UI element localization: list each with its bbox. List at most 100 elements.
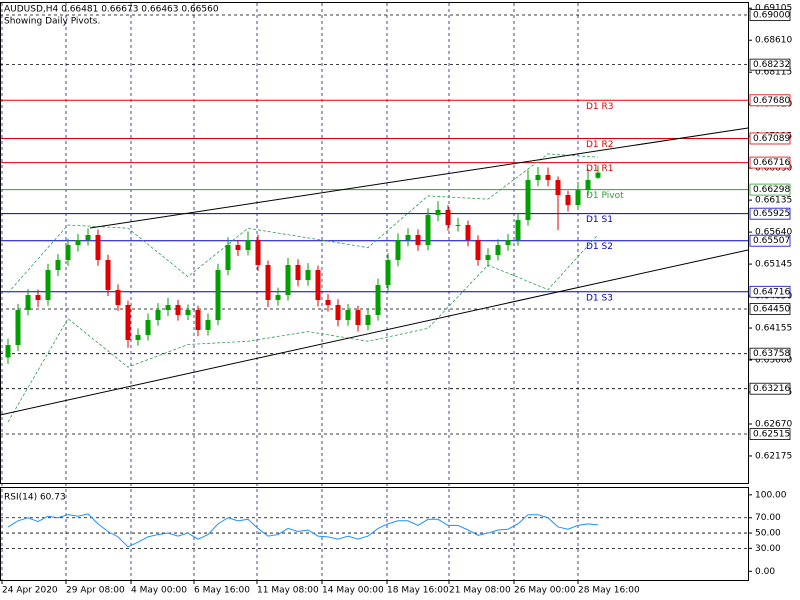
candle-body [205, 320, 211, 330]
price-box [749, 58, 791, 71]
candle-body [105, 260, 111, 290]
rsi-title: RSI(14) 60.73 [4, 493, 66, 503]
candle-body [95, 235, 101, 261]
y-tick-label: 0.68115 [755, 68, 792, 78]
x-tick-label: 11 May 08:00 [257, 586, 319, 596]
candle-body [295, 264, 301, 281]
y-tick-label: 70.00 [755, 513, 781, 523]
price-box-label: 0.65507 [753, 236, 790, 246]
candle-body [435, 210, 441, 215]
price-box [749, 94, 791, 107]
x-tick-label: 21 May 08:00 [449, 586, 511, 596]
x-tick-label: 14 May 00:00 [322, 586, 384, 596]
price-box [749, 234, 791, 247]
candle-body [595, 172, 601, 178]
candle-body [155, 310, 161, 321]
y-tick-label: 0.66135 [755, 196, 792, 206]
candle-body [455, 224, 461, 226]
candle-body [255, 239, 261, 265]
candle-body [475, 239, 481, 261]
x-tick-label: 18 May 16:00 [387, 586, 449, 596]
y-tick-label: 0.69105 [755, 4, 792, 14]
plot-layer [0, 3, 749, 580]
candle-body [555, 180, 561, 196]
pivot-label: D1 R1 [586, 164, 614, 174]
candle-body [55, 260, 61, 271]
candle-body [5, 345, 11, 358]
price-box [749, 183, 791, 196]
y-tick-label: 100.00 [755, 490, 787, 500]
candle-body [165, 305, 171, 311]
candle-body [525, 180, 531, 221]
y-tick-label: 0.62175 [755, 451, 792, 461]
candle-body [515, 220, 521, 240]
x-tick-label: 26 May 00:00 [514, 586, 576, 596]
y-tick-label: 0.00 [755, 567, 775, 577]
x-tick-label: 29 Apr 08:00 [66, 586, 125, 596]
candle-body [85, 235, 91, 240]
candle-body [325, 300, 331, 306]
pivot-label: D1 S1 [586, 215, 613, 225]
price-box-label: 0.62515 [753, 429, 790, 439]
candle-body [145, 320, 151, 336]
y-tick-label: 50.00 [755, 529, 781, 539]
y-tick-label: 0.66630 [755, 164, 792, 174]
candle-body [395, 239, 401, 261]
candle-body [285, 264, 291, 296]
candle-body [345, 310, 351, 321]
price-box [749, 303, 791, 315]
price-box-label: 0.64450 [753, 304, 790, 314]
candle-body [425, 214, 431, 246]
pivot-label: D1 S3 [586, 293, 613, 303]
x-tick-label: 24 Apr 2020 [2, 586, 58, 596]
candle-body [565, 195, 571, 206]
candle-body [75, 239, 81, 246]
candle-body [175, 305, 181, 315]
price-box-label: 0.63758 [753, 349, 790, 359]
price-box [749, 285, 791, 298]
price-box [749, 428, 791, 440]
candle-body [365, 314, 371, 326]
candle-body [45, 270, 51, 301]
candle-body [125, 305, 131, 340]
candle-body [115, 289, 121, 306]
price-box-label: 0.67089 [753, 134, 790, 144]
candle-body [485, 255, 491, 261]
candle-body [35, 295, 41, 301]
candle-body [545, 174, 551, 181]
candle-body [315, 270, 321, 301]
candle-body [375, 285, 381, 315]
price-box-label: 0.63216 [753, 384, 790, 394]
pivot-label: D1 Pivot [586, 191, 624, 201]
y-tick-label: 0.65145 [755, 260, 792, 270]
candle-body [575, 190, 581, 206]
candle-body [385, 260, 391, 286]
chart-title: AUDUSD,H4 0.66481 0.66673 0.66463 0.6656… [4, 5, 219, 15]
y-tick-label: 0.68610 [755, 36, 792, 46]
candle-body [505, 239, 511, 246]
band-line [7, 153, 599, 294]
pivot-label: D1 S2 [586, 242, 613, 252]
candle-body [225, 245, 231, 271]
price-box-label: 0.66298 [753, 185, 790, 195]
trend-line [0, 249, 749, 416]
candle-body [465, 224, 471, 240]
price-box-label: 0.68232 [753, 60, 790, 70]
main-frame [0, 2, 749, 484]
candle-body [245, 239, 251, 250]
candle-body [185, 310, 191, 315]
y-tick-label: 30.00 [755, 544, 781, 554]
candle-body [275, 295, 281, 301]
price-box [749, 132, 791, 145]
price-box [749, 382, 791, 395]
candle-body [355, 310, 361, 326]
candle-body [585, 180, 591, 191]
rsi-frame [0, 487, 749, 581]
candle-body [135, 335, 141, 340]
candle-body [195, 310, 201, 330]
price-box [749, 156, 791, 169]
candle-body [495, 245, 501, 256]
candle-body [235, 245, 241, 250]
trend-line [89, 127, 749, 229]
